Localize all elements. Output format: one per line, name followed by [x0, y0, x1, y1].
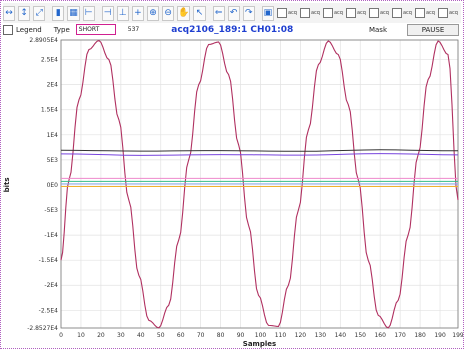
mask-label: Mask — [368, 25, 387, 34]
x-tick-label: 190 — [434, 332, 446, 339]
acq-checkbox-label: acq — [287, 10, 297, 16]
back-arrow-icon[interactable]: ⇐ — [212, 5, 225, 21]
x-tick-label: 20 — [97, 332, 105, 339]
x-tick-label: 40 — [137, 332, 145, 339]
x-tick-label: 10 — [77, 332, 85, 339]
x-tick-label: 110 — [275, 332, 287, 339]
series-line-3 — [60, 153, 459, 156]
acq-checkbox-label: acq — [402, 10, 412, 16]
acq-checkbox[interactable]: acq — [414, 8, 435, 18]
x-tick-label: 199 — [452, 332, 463, 339]
acq-checkbox-label: acq — [425, 10, 435, 16]
pause-button[interactable]: PAUSE — [407, 23, 459, 36]
acq-checkbox[interactable]: acq — [437, 8, 458, 18]
x-axis-label: Samples — [243, 340, 276, 348]
acq-checkbox[interactable]: acq — [322, 8, 343, 18]
y-tick-label: -2E4 — [44, 282, 58, 289]
acq-checkbox-label: acq — [310, 10, 320, 16]
x-tick-label: 170 — [394, 332, 406, 339]
magnify-out-icon[interactable]: ⊖ — [162, 5, 175, 21]
y-tick-label: 0E0 — [47, 182, 59, 189]
y-tick-label: 2.5E4 — [41, 57, 58, 64]
x-tick-label: 50 — [157, 332, 165, 339]
y-tick-label: -1E4 — [44, 232, 58, 239]
x-tick-label: 90 — [237, 332, 245, 339]
cursor-xy-icon[interactable]: + — [131, 5, 144, 21]
pan-hand-icon[interactable]: ✋ — [177, 5, 191, 21]
series-line-1 — [60, 39, 459, 329]
sample-count: 537 — [127, 26, 140, 33]
y-tick-label: -2.5E4 — [39, 307, 58, 314]
x-tick-label: 140 — [335, 332, 347, 339]
x-tick-label: 130 — [315, 332, 327, 339]
marker-icon[interactable]: ⊢ — [82, 5, 95, 21]
x-tick-label: 120 — [295, 332, 307, 339]
type-label: Type — [53, 25, 70, 34]
acq-checkbox-box[interactable] — [414, 8, 425, 18]
legend-checkbox[interactable] — [3, 24, 13, 35]
x-tick-label: 180 — [414, 332, 426, 339]
pointer-icon[interactable]: ↖ — [193, 5, 206, 21]
x-tick-label: 70 — [197, 332, 205, 339]
y-tick-label: 1.5E4 — [41, 107, 58, 114]
plot-area[interactable]: 2.8905E4 2.5E4 2E4 1.5E4 1E4 5E3 0E0 -5E3 -1E4 -1… — [1, 37, 463, 348]
acq-checkbox-box[interactable] — [322, 8, 333, 18]
series-line-2 — [60, 149, 458, 152]
x-tick-label: 60 — [177, 332, 185, 339]
y-tick-label: -5E3 — [44, 207, 58, 214]
acq-checkbox-label: acq — [448, 10, 458, 16]
y-tick-label: 2E4 — [47, 82, 59, 89]
cursor-x-icon[interactable]: ⊣ — [101, 5, 114, 21]
image-icon[interactable]: ▣ — [261, 5, 274, 21]
zoom-fit-icon[interactable]: ⤢ — [33, 5, 46, 21]
toolbar: ↔ ↕ ⤢ ▮ ▦ ⊢ ⊣ ⊥ + ⊕ ⊖ ✋ ↖ ⇐ ↶ ↷ ▣ acq acq acq acq acq acq acq ac… — [3, 3, 461, 23]
redo-icon[interactable]: ↷ — [242, 5, 255, 21]
acq-checkbox[interactable]: acq — [276, 8, 297, 18]
acq-checkbox-box[interactable] — [391, 8, 402, 18]
bar-chart-icon[interactable]: ▮ — [52, 5, 65, 21]
type-input[interactable]: SHORT — [75, 24, 116, 35]
x-tick-label: 80 — [217, 332, 225, 339]
acq-checkbox[interactable]: acq — [345, 8, 366, 18]
acq-checkbox-label: acq — [356, 10, 366, 16]
acq-checkbox-label: acq — [379, 10, 389, 16]
control-row: Legend Type SHORT 537 acq2106_189:1 CH01… — [3, 23, 461, 36]
acq-checkbox[interactable]: acq — [368, 8, 389, 18]
acq-checkbox-label: acq — [333, 10, 343, 16]
x-tick-label: 160 — [374, 332, 386, 339]
acq-checkbox-box[interactable] — [345, 8, 356, 18]
y-tick-label: -2.8527E4 — [27, 325, 58, 332]
acq-checkbox-box[interactable] — [276, 8, 287, 18]
undo-icon[interactable]: ↶ — [227, 5, 240, 21]
zoom-in-y-icon[interactable]: ↕ — [18, 5, 31, 21]
acq-checkbox-box[interactable] — [437, 8, 448, 18]
x-tick-label: 150 — [355, 332, 367, 339]
x-tick-label: 0 — [59, 332, 63, 339]
y-axis-label: bits — [3, 177, 11, 192]
legend-label: Legend — [16, 25, 42, 34]
y-tick-label: 1E4 — [47, 132, 59, 139]
acq-checkbox[interactable]: acq — [391, 8, 412, 18]
x-tick-label: 30 — [117, 332, 125, 339]
magnify-icon[interactable]: ⊕ — [146, 5, 160, 21]
grid-icon[interactable]: ▦ — [67, 5, 80, 21]
x-tick-label: 100 — [255, 332, 267, 339]
acq-checkbox-box[interactable] — [299, 8, 310, 18]
y-tick-label: -1.5E4 — [39, 257, 58, 264]
y-tick-label: 5E3 — [47, 157, 59, 164]
y-tick-label: 2.8905E4 — [29, 37, 58, 44]
acq-checkbox-box[interactable] — [368, 8, 379, 18]
zoom-in-x-icon[interactable]: ↔ — [3, 5, 16, 21]
chart-title: acq2106_189:1 CH01:08 — [171, 24, 294, 35]
cursor-y-icon[interactable]: ⊥ — [116, 5, 129, 21]
acq-checkbox[interactable]: acq — [299, 8, 320, 18]
